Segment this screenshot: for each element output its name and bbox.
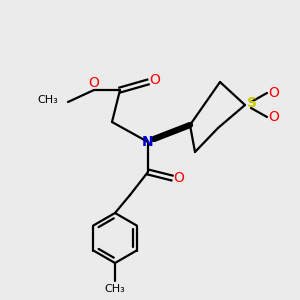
Text: O: O — [268, 110, 279, 124]
Text: N: N — [142, 135, 154, 149]
Text: O: O — [150, 73, 160, 87]
Text: O: O — [268, 86, 279, 100]
Text: CH₃: CH₃ — [105, 284, 125, 294]
Text: S: S — [247, 96, 257, 110]
Text: O: O — [174, 171, 184, 185]
Text: O: O — [88, 76, 99, 90]
Text: CH₃: CH₃ — [37, 95, 58, 105]
